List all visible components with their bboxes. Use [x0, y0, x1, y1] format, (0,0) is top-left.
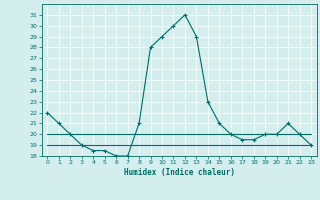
X-axis label: Humidex (Indice chaleur): Humidex (Indice chaleur) — [124, 168, 235, 177]
